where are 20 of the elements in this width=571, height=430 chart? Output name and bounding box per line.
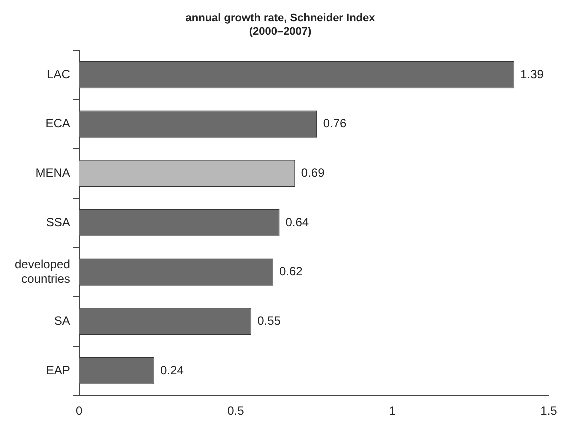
x-tick-label: 0.5 [228,404,245,418]
data-label: 0.69 [301,166,326,180]
y-tick-label: LAC [47,67,71,82]
x-tick-label: 0 [76,404,84,418]
x-tick-label: 1 [389,404,396,418]
data-label: 0.64 [286,215,310,230]
y-tick-label: EAP [46,363,70,378]
data-label: 0.55 [258,314,282,328]
data-label: 0.24 [160,363,184,378]
y-tick-label: developed countries [14,257,70,286]
data-label: 1.39 [520,67,544,82]
x-tick-label: 1.5 [540,404,558,418]
chart-subtitle: (2000–2007) [249,26,312,38]
y-tick-label: MENA [36,166,70,180]
data-label: 0.62 [279,264,304,279]
y-tick-label: SA [54,314,70,328]
y-tick-label: ECA [46,116,70,131]
y-tick-label: SSA [46,215,70,230]
chart-title: annual growth rate, Schneider Index [186,12,376,25]
data-label: 0.76 [323,116,348,131]
